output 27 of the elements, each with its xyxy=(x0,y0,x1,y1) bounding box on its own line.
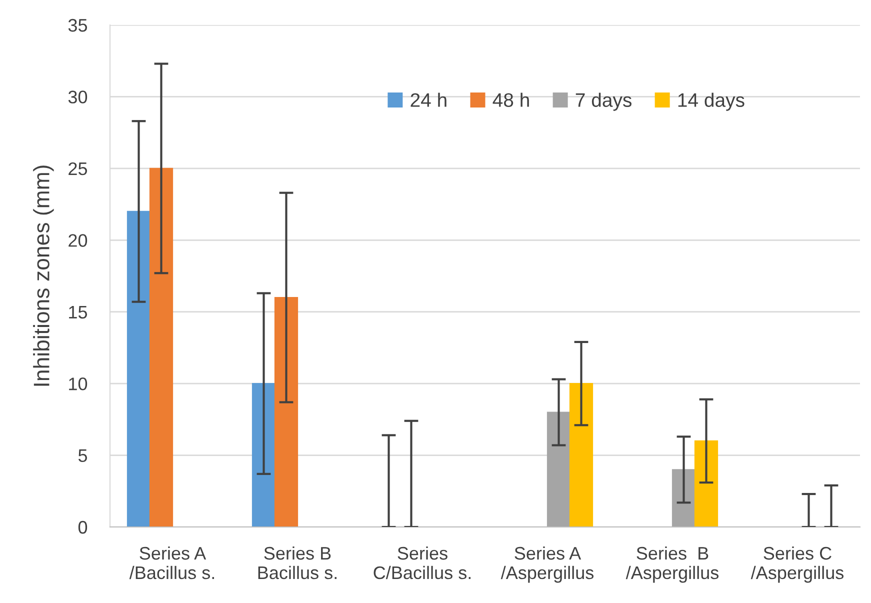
y-tick-label: 0 xyxy=(78,520,88,534)
x-tick-label: Series A /Aspergillus xyxy=(500,546,594,583)
x-tick-label: Series B /Aspergillus xyxy=(626,546,719,583)
y-tick-label: 20 xyxy=(68,234,88,247)
bar xyxy=(149,168,174,527)
y-tick-label: 10 xyxy=(69,378,88,390)
bar xyxy=(569,383,594,527)
y-tick-label: 30 xyxy=(68,90,88,104)
bar xyxy=(672,469,696,527)
bar xyxy=(252,383,276,527)
bar xyxy=(546,412,571,527)
bar xyxy=(694,440,718,527)
x-tick-label: Series A /Bacillus s. xyxy=(129,546,214,580)
y-tick-label: 15 xyxy=(69,306,88,319)
legend-label: 48 h xyxy=(492,92,529,107)
x-tick-label: Series B Bacillus s. xyxy=(258,546,336,580)
bar xyxy=(126,210,151,527)
legend-label: 14 days xyxy=(678,92,744,111)
y-tick-label: 25 xyxy=(68,162,88,176)
y-axis-title: Inhibitions zones (mm) xyxy=(33,166,54,386)
y-tick-label: 5 xyxy=(78,449,88,462)
x-tick-label: Series C /Aspergillus xyxy=(750,546,844,583)
x-tick-label: Series C/Bacillus s. xyxy=(374,546,471,580)
legend-label: 24 h xyxy=(410,92,446,107)
y-tick-label: 35 xyxy=(68,18,88,32)
bar xyxy=(274,296,298,527)
legend-label: 7 days xyxy=(576,92,632,111)
